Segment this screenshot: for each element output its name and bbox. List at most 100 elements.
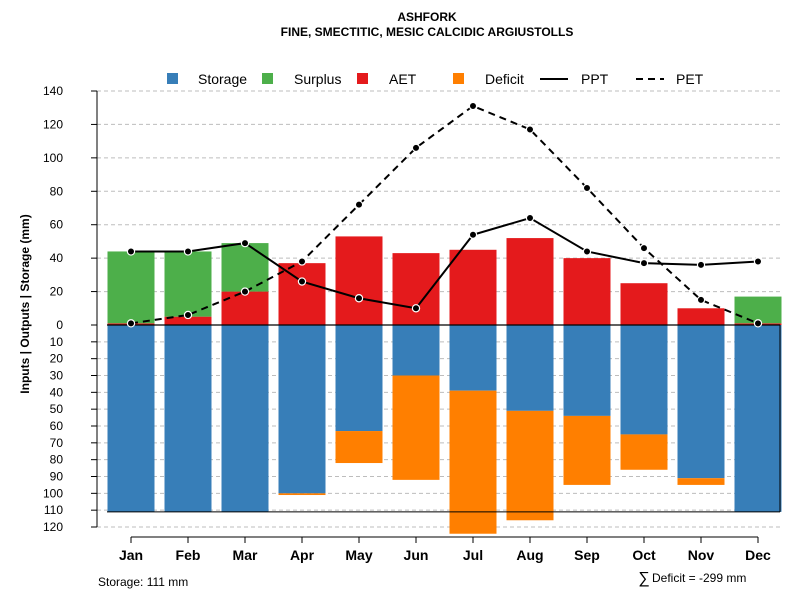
x-tick-label-dec: Dec — [745, 547, 771, 563]
ppt-point-sep — [582, 247, 592, 256]
pet-point-sep — [582, 183, 592, 193]
ppt-point-aug — [525, 213, 535, 223]
storage-bar-feb — [164, 325, 212, 512]
x-tick-label-aug: Aug — [516, 547, 543, 563]
pet-point-oct — [639, 243, 649, 253]
chart-subtitle: FINE, SMECTITIC, MESIC CALCIDIC ARGIUSTO… — [281, 25, 574, 39]
ppt-point-jan — [126, 247, 136, 256]
y-tick-label-40: 40 — [50, 251, 64, 265]
x-tick-label-mar: Mar — [233, 547, 258, 563]
pet-line — [130, 104, 759, 325]
pet-point-feb — [183, 310, 193, 320]
storage-bar-jul — [449, 325, 497, 391]
pet-point-jun — [411, 143, 421, 153]
surplus-bar-mar — [221, 243, 269, 292]
storage-note: Storage: 111 mm — [98, 575, 188, 589]
deficit-note: Deficit = -299 mm — [652, 571, 746, 585]
aet-bar-may — [335, 236, 383, 325]
chart-title: ASHFORK — [397, 10, 457, 24]
deficit-bar-oct — [620, 434, 668, 470]
x-tick-label-sep: Sep — [574, 547, 600, 563]
deficit-bar-apr — [278, 493, 326, 496]
bars — [107, 236, 782, 534]
aet-bar-oct — [620, 283, 668, 325]
ppt-point-nov — [696, 260, 706, 270]
legend-label-storage: Storage — [198, 71, 247, 87]
aet-bar-nov — [677, 308, 725, 325]
y-tick-label-neg-100: 100 — [43, 486, 63, 500]
y-tick-label-100: 100 — [43, 151, 63, 165]
aet-bar-jul — [449, 249, 497, 325]
legend-swatch-storage — [167, 73, 178, 84]
surplus-bar-jan — [107, 251, 155, 324]
y-tick-label-neg-80: 80 — [50, 453, 64, 467]
series-lines — [126, 101, 763, 328]
y-tick-label-neg-120: 120 — [43, 520, 63, 534]
sum-symbol: ∑ — [638, 570, 649, 587]
legend-swatch-aet — [357, 73, 368, 84]
storage-bar-dec — [734, 325, 782, 512]
x-tick-label-jun: Jun — [404, 547, 429, 563]
y-tick-label-neg-60: 60 — [50, 419, 64, 433]
aet-bar-sep — [563, 258, 611, 325]
y-tick-label-neg-90: 90 — [50, 470, 64, 484]
x-tick-label-jul: Jul — [463, 547, 483, 563]
pet-point-nov — [696, 295, 706, 305]
y-tick-label-140: 140 — [43, 84, 63, 98]
y-tick-label-120: 120 — [43, 117, 63, 131]
y-tick-label-60: 60 — [50, 218, 64, 232]
pet-point-dec — [753, 319, 763, 328]
storage-bar-may — [335, 325, 383, 432]
pet-point-jan — [126, 319, 136, 328]
legend: Storage Surplus AET Deficit PPT PET — [167, 71, 704, 87]
x-tick-label-may: May — [345, 547, 372, 563]
y-tick-label-neg-50: 50 — [50, 402, 64, 416]
deficit-bar-nov — [677, 478, 725, 485]
x-axis: Jan Feb Mar Apr May Jun Jul Aug Sep Oct Nov Dec — [119, 536, 771, 563]
ppt-point-oct — [639, 258, 649, 268]
ppt-point-feb — [183, 247, 193, 256]
y-tick-label-neg-10: 10 — [50, 335, 64, 349]
legend-label-deficit: Deficit — [485, 71, 524, 87]
aet-bar-mar — [221, 291, 269, 325]
y-tick-label-neg-40: 40 — [50, 385, 64, 399]
ppt-point-jul — [468, 230, 478, 239]
y-axis: 0 20 40 60 80 100 120 140 10 20 30 40 50 60 70 80 90 100 1… — [43, 84, 98, 534]
storage-bar-jan — [107, 325, 155, 512]
pet-point-apr — [297, 257, 307, 266]
legend-label-pet: PET — [676, 71, 704, 87]
y-tick-label-neg-20: 20 — [50, 352, 64, 366]
aet-bar-apr — [278, 263, 326, 325]
legend-label-surplus: Surplus — [294, 71, 341, 87]
legend-label-ppt: PPT — [581, 71, 609, 87]
storage-bar-mar — [221, 325, 269, 512]
x-tick-label-feb: Feb — [176, 547, 201, 563]
pet-point-aug — [525, 125, 535, 134]
pet-point-mar — [240, 287, 250, 296]
aet-bar-feb — [164, 316, 212, 325]
storage-bar-apr — [278, 325, 326, 494]
storage-bar-nov — [677, 325, 725, 479]
ppt-line — [131, 216, 759, 310]
y-tick-label-neg-70: 70 — [50, 436, 64, 450]
surplus-bar-feb — [164, 251, 212, 317]
ppt-point-apr — [297, 277, 307, 286]
deficit-bar-jul — [449, 390, 497, 534]
ppt-point-dec — [753, 257, 763, 266]
legend-swatch-surplus — [262, 73, 273, 84]
x-tick-label-apr: Apr — [290, 547, 315, 563]
aet-bar-aug — [506, 238, 554, 325]
y-tick-label-0: 0 — [56, 318, 63, 332]
y-axis-label: Inputs | Outputs | Storage (mm) — [18, 214, 32, 393]
y-tick-label-neg-110: 110 — [44, 503, 63, 517]
legend-label-aet: AET — [389, 71, 417, 87]
storage-bar-sep — [563, 325, 611, 416]
ppt-point-jun — [411, 304, 421, 313]
x-tick-label-oct: Oct — [632, 547, 656, 563]
deficit-bar-may — [335, 431, 383, 464]
storage-bar-jun — [392, 325, 440, 376]
legend-swatch-deficit — [453, 73, 464, 84]
pet-point-may — [354, 200, 364, 209]
pet-point-jul — [468, 101, 478, 111]
